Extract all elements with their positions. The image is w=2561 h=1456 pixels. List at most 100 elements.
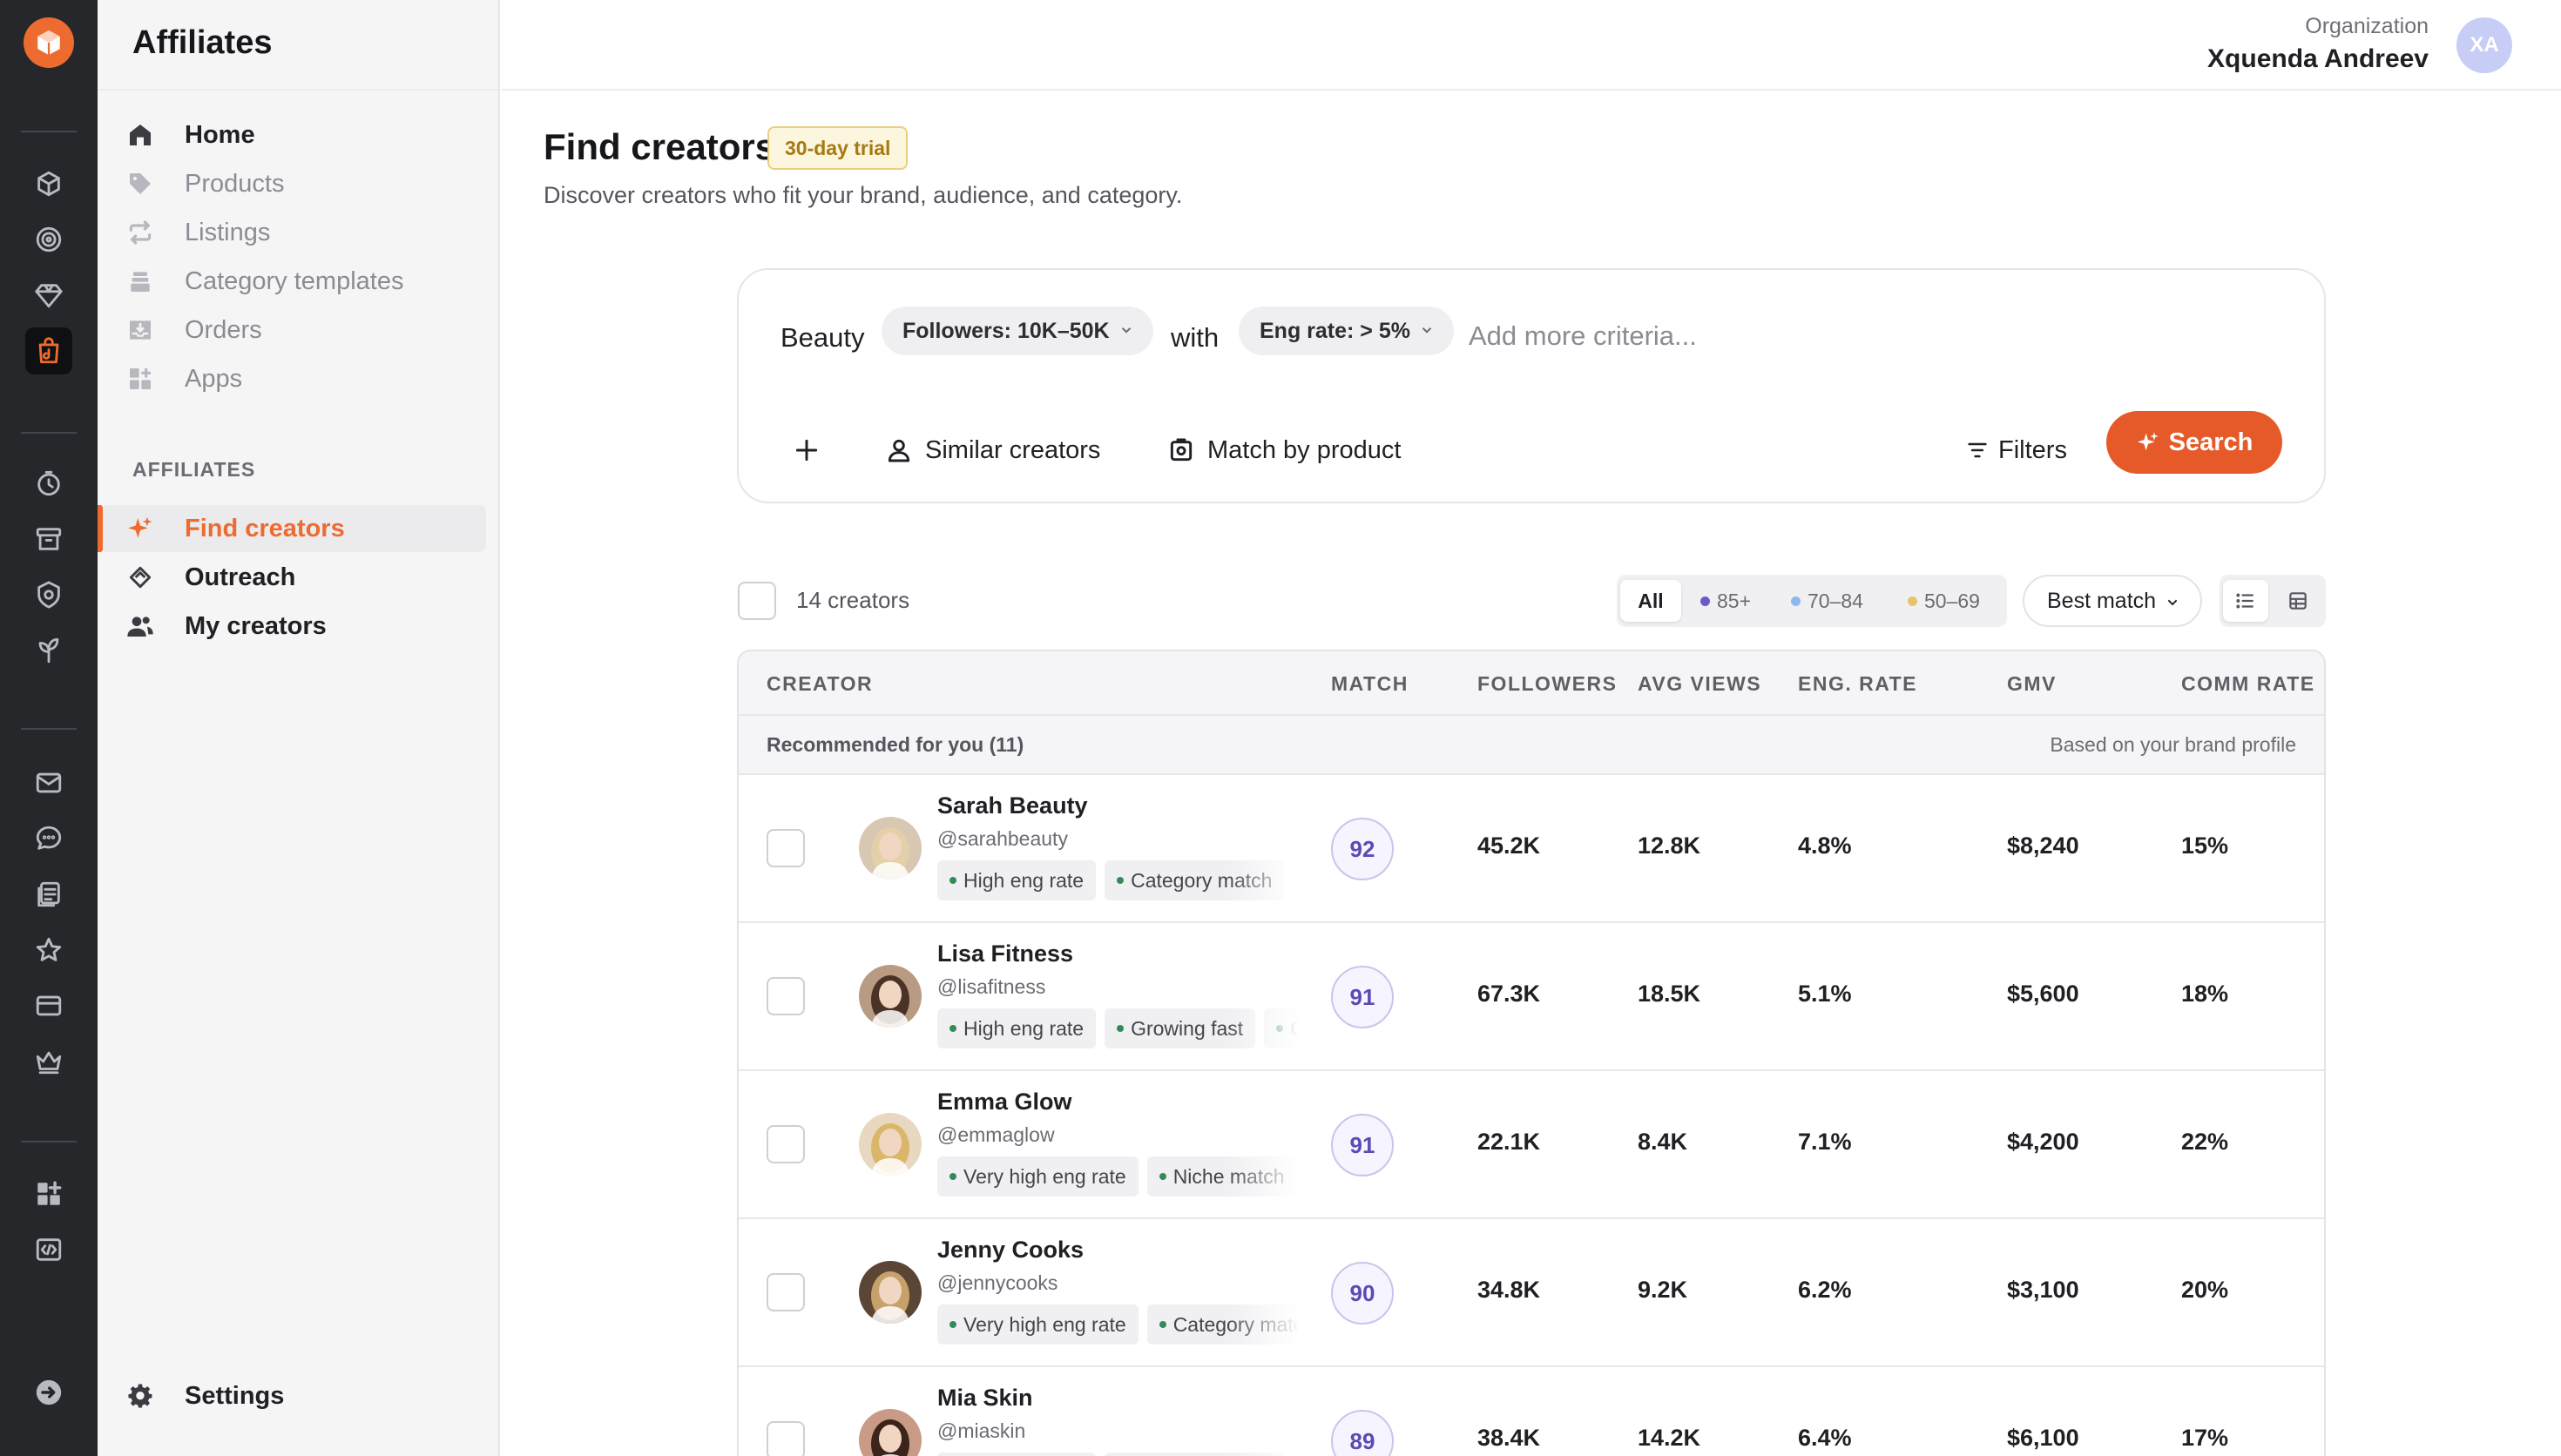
table-row[interactable]: Mia Skin @miaskin High eng rate Category ma… (739, 1367, 2324, 1456)
documents-icon[interactable] (25, 871, 72, 918)
column-header[interactable]: COMM RATE (2181, 672, 2315, 695)
row-checkbox[interactable] (767, 1273, 805, 1311)
followers-cell: 34.8K (1477, 1277, 1541, 1303)
table-row[interactable]: Lisa Fitness @lisafitness High eng rate Gro… (739, 923, 2324, 1071)
column-header[interactable]: ENG. RATE (1798, 672, 1918, 695)
eng-rate-cell: 7.1% (1798, 1129, 1852, 1155)
sidebar-item-listings[interactable]: Listings (101, 209, 486, 256)
match-score-badge: 90 (1331, 1262, 1394, 1325)
top-bar: Organization Xquenda Andreev XA (502, 0, 2561, 91)
side-navigation: Affiliates Home Products Listings Catego… (98, 0, 500, 1456)
avatar[interactable] (859, 1261, 922, 1324)
badge-icon[interactable] (25, 571, 72, 618)
creator-name[interactable]: Lisa Fitness (937, 940, 1074, 967)
segment-50-69[interactable]: 50–69 (1908, 580, 1980, 622)
column-header[interactable]: AVG VIEWS (1638, 672, 1762, 695)
segment-85-plus[interactable]: 85+ (1700, 580, 1751, 622)
select-all-checkbox[interactable] (738, 582, 776, 620)
criteria-input[interactable]: Add more criteria... (1469, 320, 1697, 351)
avatar[interactable] (859, 817, 922, 880)
chevron-down-icon (2167, 599, 2178, 606)
creator-name[interactable]: Sarah Beauty (937, 792, 1088, 819)
sort-dropdown[interactable]: Best match (2023, 575, 2202, 627)
segment-label: 70–84 (1808, 589, 1863, 612)
creator-name[interactable]: Jenny Cooks (937, 1237, 1085, 1263)
eng-rate-cell: 6.4% (1798, 1425, 1852, 1451)
column-header[interactable]: FOLLOWERS (1477, 672, 1618, 695)
chat-icon[interactable] (25, 815, 72, 862)
sidebar-item-products[interactable]: Products (101, 160, 486, 207)
segment-all[interactable]: All (1620, 580, 1681, 622)
search-button[interactable]: Search (2106, 411, 2282, 474)
plant-icon[interactable] (25, 627, 72, 674)
match-by-product-button[interactable]: Match by product (1167, 420, 1401, 481)
button-label: Similar creators (925, 435, 1101, 464)
eng-rate-cell: 5.1% (1798, 981, 1852, 1007)
tag: High eng rate (937, 860, 1097, 900)
row-checkbox[interactable] (767, 829, 805, 867)
column-header[interactable]: GMV (2007, 672, 2057, 695)
segment-label: 85+ (1717, 589, 1752, 612)
sidebar-item-apps[interactable]: Apps (101, 355, 486, 402)
column-header[interactable]: CREATOR (767, 672, 874, 695)
brand-logo-icon[interactable] (24, 17, 74, 68)
shopping-bag-icon[interactable] (25, 327, 72, 374)
comm-rate-cell: 18% (2181, 981, 2229, 1007)
clock-icon[interactable] (25, 460, 72, 507)
table-row[interactable]: Jenny Cooks @jennycooks Very high eng rate… (739, 1219, 2324, 1367)
column-header[interactable]: MATCH (1331, 672, 1409, 695)
table-row[interactable]: Sarah Beauty @sarahbeauty High eng rate Cat… (739, 775, 2324, 923)
sidebar-item-settings[interactable]: Settings (101, 1372, 486, 1419)
code-icon[interactable] (25, 1226, 72, 1273)
group-note: Based on your brand profile (2050, 733, 2296, 756)
star-icon[interactable] (25, 927, 72, 974)
list-view-button[interactable] (2223, 580, 2268, 622)
user-icon (888, 439, 910, 462)
avatar[interactable] (859, 1113, 922, 1176)
table-view-button[interactable] (2275, 580, 2321, 622)
cube-icon[interactable] (25, 160, 72, 207)
mail-icon[interactable] (25, 759, 72, 806)
sidebar-item-label: Listings (185, 218, 271, 246)
avatar[interactable]: XA (2456, 17, 2512, 73)
followers-filter-chip[interactable]: Followers: 10K–50K (882, 307, 1153, 355)
add-widget-icon[interactable] (25, 1170, 72, 1217)
gmv-cell: $5,600 (2007, 981, 2079, 1007)
table-row[interactable]: Emma Glow @emmaglow Very high eng rate Nich… (739, 1071, 2324, 1219)
logout-icon[interactable] (25, 1369, 72, 1416)
eng-rate-filter-chip[interactable]: Eng rate: > 5% (1239, 307, 1454, 355)
app-title: Affiliates (132, 24, 273, 61)
inbox-download-icon (125, 315, 155, 345)
card-icon[interactable] (25, 982, 72, 1029)
avatar[interactable] (859, 1409, 922, 1456)
diamond-icon[interactable] (25, 272, 72, 319)
archive-icon[interactable] (25, 516, 72, 563)
creator-search-box: Beauty Followers: 10K–50K with Eng rate:… (737, 268, 2326, 503)
filters-button[interactable]: Filters (1965, 420, 2067, 481)
similar-creators-button[interactable]: Similar creators (885, 420, 1100, 481)
sidebar-item-orders[interactable]: Orders (101, 307, 486, 354)
organization-switcher[interactable]: Organization Xquenda Andreev (2207, 14, 2429, 74)
creator-name[interactable]: Emma Glow (937, 1089, 1072, 1115)
segment-70-84[interactable]: 70–84 (1791, 580, 1863, 622)
target-icon[interactable] (25, 216, 72, 263)
avatar[interactable] (859, 965, 922, 1028)
row-checkbox[interactable] (767, 977, 805, 1015)
sidebar-item-outreach[interactable]: Outreach (101, 554, 486, 601)
row-checkbox[interactable] (767, 1421, 805, 1456)
category-term[interactable]: Beauty (780, 322, 865, 353)
sidebar-item-category-templates[interactable]: Category templates (101, 258, 486, 305)
gmv-cell: $4,200 (2007, 1129, 2079, 1155)
sidebar-item-home[interactable]: Home (101, 111, 486, 158)
home-icon (125, 120, 155, 150)
eng-rate-cell: 4.8% (1798, 832, 1852, 859)
users-icon (125, 611, 155, 641)
button-label: Filters (1998, 435, 2067, 464)
crown-icon[interactable] (25, 1038, 72, 1085)
sidebar-item-find-creators[interactable]: Find creators (98, 505, 486, 552)
sidebar-item-my-creators[interactable]: My creators (101, 603, 486, 650)
add-criteria-button[interactable] (793, 420, 833, 481)
row-checkbox[interactable] (767, 1125, 805, 1163)
followers-cell: 45.2K (1477, 832, 1541, 859)
creator-name[interactable]: Mia Skin (937, 1385, 1033, 1411)
